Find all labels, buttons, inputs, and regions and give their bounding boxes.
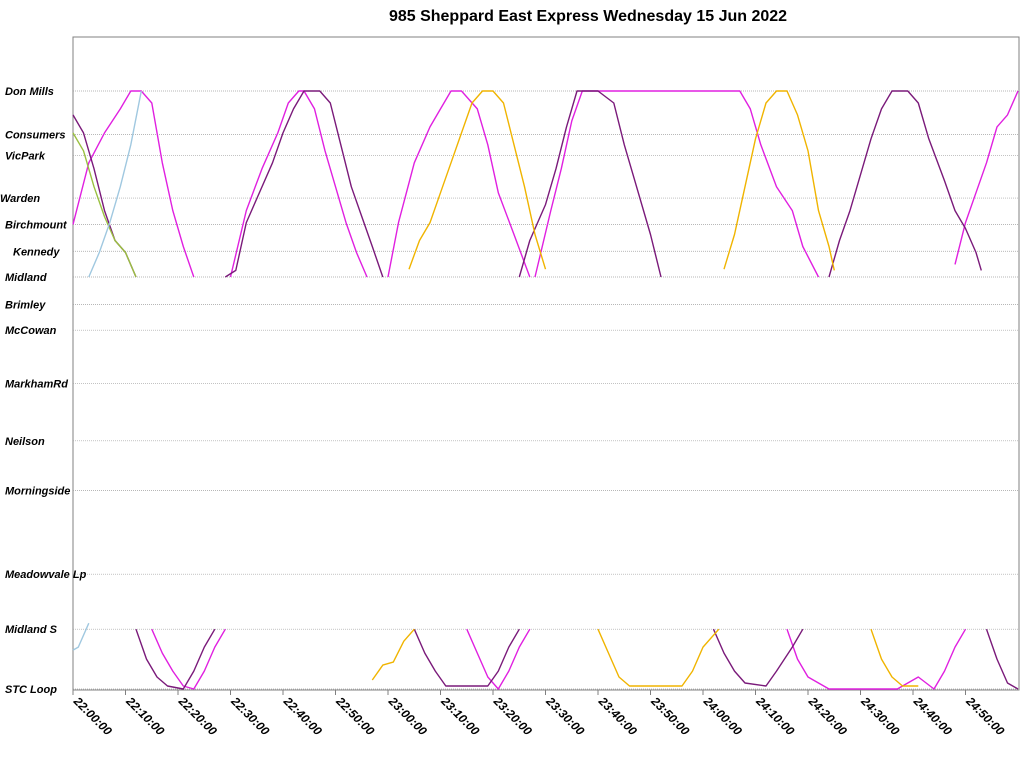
y-label-brimley: Brimley xyxy=(5,299,46,311)
x-tick-label-2: 22:20:00 xyxy=(175,694,220,739)
series-2-trip-3 xyxy=(597,628,720,687)
x-tick-label-5: 22:50:00 xyxy=(333,694,378,739)
y-axis-labels: Don Mills Consumers VicPark Warden Birchmoun… xyxy=(0,86,87,696)
series-1-trip-1 xyxy=(224,90,384,278)
x-tick-label-9: 23:30:00 xyxy=(543,694,588,739)
y-label-warden: Warden xyxy=(0,193,40,205)
x-tick-label-4: 22:40:00 xyxy=(280,694,325,739)
y-label-stc-loop: STC Loop xyxy=(5,684,57,696)
y-label-vicpark: VicPark xyxy=(5,151,46,163)
series-0-trip-0 xyxy=(72,90,195,278)
series-0-trip-3 xyxy=(534,90,820,278)
x-tick-label-8: 23:20:00 xyxy=(490,694,535,739)
series-1-trip-3 xyxy=(828,90,982,278)
series-2-trip-0 xyxy=(408,90,547,270)
series-1-trip-2 xyxy=(518,90,662,278)
series-1-trip-5 xyxy=(413,628,520,687)
x-tick-label-14: 24:20:00 xyxy=(805,694,850,739)
y-label-markhamrd: MarkhamRd xyxy=(5,378,68,390)
x-tick-label-0: 22:00:00 xyxy=(70,694,115,739)
x-tick-label-10: 23:40:00 xyxy=(595,694,640,739)
y-label-midland-s: Midland S xyxy=(5,624,58,636)
y-label-midland: Midland xyxy=(5,272,47,284)
series-1-trip-0 xyxy=(72,114,137,278)
x-tick-label-1: 22:10:00 xyxy=(123,694,168,739)
series-1-trip-7 xyxy=(985,628,1019,690)
series-0-trip-7 xyxy=(786,628,967,690)
x-axis-ticks: 22:00:00 22:10:00 22:20:00 22:30:00 22:40:00… xyxy=(70,690,1007,738)
y-label-kennedy: Kennedy xyxy=(13,246,60,258)
series-1-trip-6 xyxy=(712,628,804,687)
y-label-consumers: Consumers xyxy=(5,129,66,141)
y-label-don-mills: Don Mills xyxy=(5,86,54,98)
plot-frame xyxy=(72,36,1020,691)
y-label-birchmount: Birchmount xyxy=(5,219,68,231)
x-tick-label-7: 23:10:00 xyxy=(438,694,483,739)
series-0-trip-5 xyxy=(151,628,226,690)
series-0-trip-6 xyxy=(466,628,531,690)
series-2-trip-2 xyxy=(371,628,415,681)
series-2-trip-1 xyxy=(723,90,835,271)
series-1-trip-4 xyxy=(135,628,216,690)
series-0-trip-1 xyxy=(229,90,368,278)
x-tick-label-11: 23:50:00 xyxy=(648,694,693,739)
series-0-trip-2 xyxy=(387,90,531,278)
y-label-neilson: Neilson xyxy=(5,436,45,448)
series-3-trip-0 xyxy=(72,132,137,278)
x-tick-label-16: 24:40:00 xyxy=(910,694,955,739)
series-4-trip-1 xyxy=(72,622,90,651)
x-tick-label-12: 24:00:00 xyxy=(700,694,745,739)
series-0-trip-4 xyxy=(954,90,1019,265)
series-lines xyxy=(72,90,1019,690)
y-label-meadowvale-lp: Meadowvale Lp xyxy=(5,569,87,581)
series-2-trip-4 xyxy=(870,628,919,687)
x-tick-label-13: 24:10:00 xyxy=(753,694,798,739)
y-label-morningside: Morningside xyxy=(5,485,70,497)
x-tick-label-6: 23:00:00 xyxy=(385,694,430,739)
x-tick-label-3: 22:30:00 xyxy=(228,694,273,739)
x-tick-label-15: 24:30:00 xyxy=(858,694,903,739)
chart-title: 985 Sheppard East Express Wednesday 15 J… xyxy=(389,8,787,25)
y-label-mccowan: McCowan xyxy=(5,325,57,337)
grid-lines xyxy=(73,90,1019,690)
x-tick-label-17: 24:50:00 xyxy=(963,694,1008,739)
series-4-trip-0 xyxy=(88,90,142,278)
